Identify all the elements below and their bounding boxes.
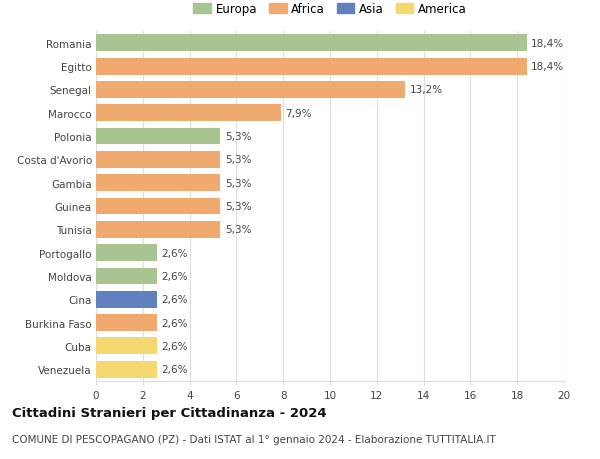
Bar [96,175,220,192]
Text: 5,3%: 5,3% [225,202,251,212]
Bar [96,35,527,52]
Bar [96,105,281,122]
Bar [96,151,220,168]
Bar [96,59,527,75]
Text: 2,6%: 2,6% [161,364,188,375]
Text: 7,9%: 7,9% [286,108,312,118]
Text: 18,4%: 18,4% [531,39,565,49]
Text: 18,4%: 18,4% [531,62,565,72]
Bar [96,361,157,378]
Text: 5,3%: 5,3% [225,132,251,142]
Bar [96,82,405,99]
Text: Cittadini Stranieri per Cittadinanza - 2024: Cittadini Stranieri per Cittadinanza - 2… [12,406,326,419]
Bar [96,129,220,145]
Bar [96,338,157,354]
Bar [96,221,220,238]
Bar [96,268,157,285]
Text: 5,3%: 5,3% [225,155,251,165]
Text: 5,3%: 5,3% [225,225,251,235]
Text: 2,6%: 2,6% [161,271,188,281]
Text: 2,6%: 2,6% [161,248,188,258]
Text: COMUNE DI PESCOPAGANO (PZ) - Dati ISTAT al 1° gennaio 2024 - Elaborazione TUTTIT: COMUNE DI PESCOPAGANO (PZ) - Dati ISTAT … [12,434,496,444]
Bar [96,245,157,262]
Bar [96,291,157,308]
Text: 2,6%: 2,6% [161,341,188,351]
Text: 2,6%: 2,6% [161,295,188,305]
Text: 13,2%: 13,2% [410,85,443,95]
Bar [96,314,157,331]
Bar [96,198,220,215]
Text: 2,6%: 2,6% [161,318,188,328]
Legend: Europa, Africa, Asia, America: Europa, Africa, Asia, America [193,3,467,16]
Text: 5,3%: 5,3% [225,178,251,188]
